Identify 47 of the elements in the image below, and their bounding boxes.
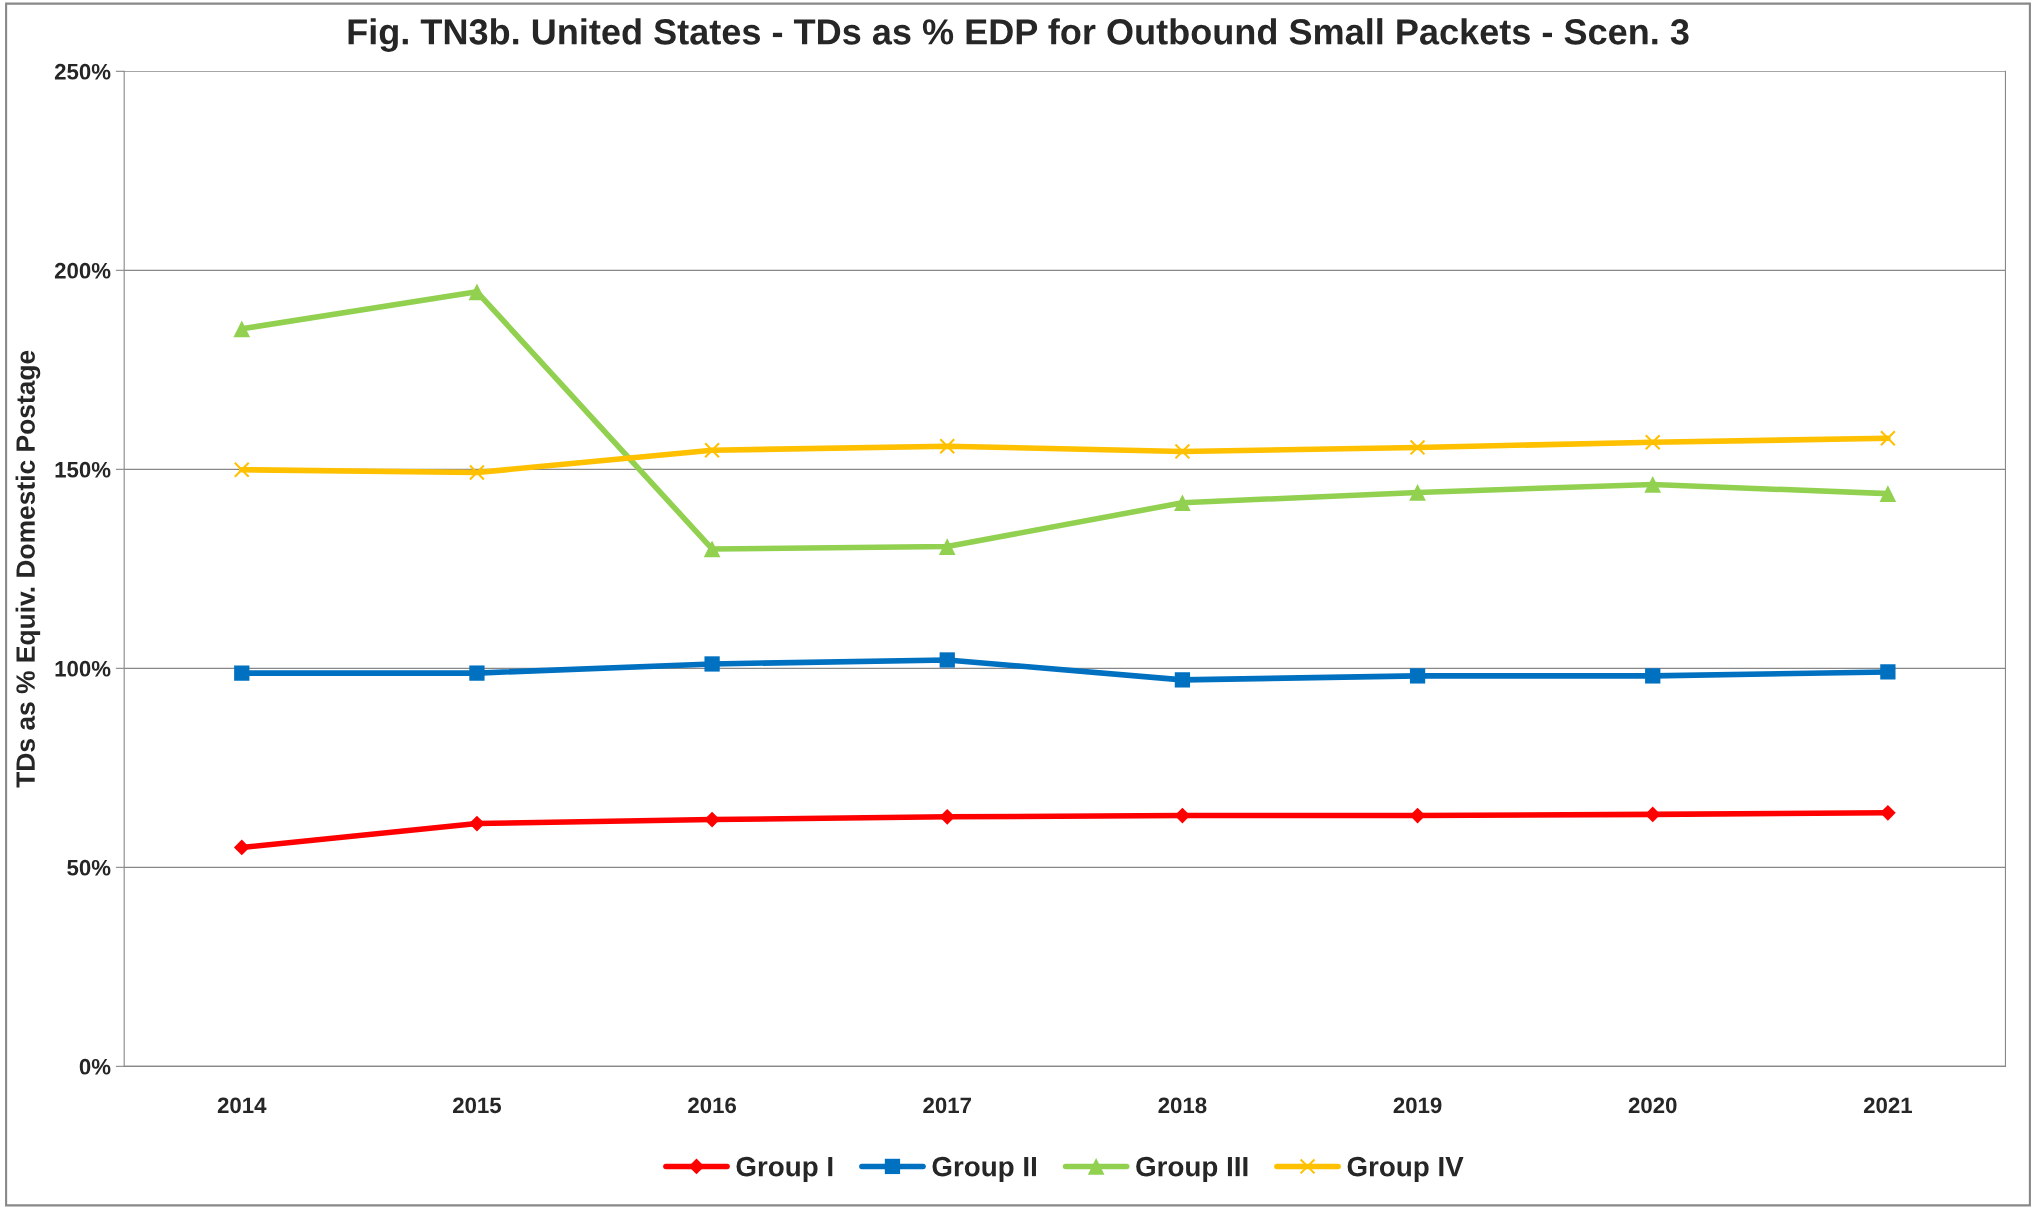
point: [938, 538, 956, 555]
point: [939, 438, 956, 455]
point: [1174, 672, 1191, 688]
point: [704, 442, 721, 459]
point: [1644, 476, 1662, 493]
y-tick-label: 0%: [79, 1058, 111, 1075]
x-tick-label: 2019: [1393, 1097, 1442, 1114]
point: [1409, 484, 1426, 501]
y-tick-label: 200%: [54, 262, 111, 279]
point: [939, 652, 955, 668]
x-tick-label: 2018: [1158, 1097, 1207, 1114]
y-tick-label: 250%: [54, 63, 111, 80]
point: [704, 811, 720, 828]
point: [704, 656, 720, 672]
point: [1409, 439, 1426, 456]
point: [703, 540, 721, 558]
chart-title: Fig. TN3b. United States - TDs as % EDP for Outbound Small Packets - Scen. 3: [348, 18, 1689, 52]
point: [233, 320, 251, 338]
x-tick-label: 2020: [1628, 1097, 1677, 1114]
x-tick-label: 2014: [217, 1097, 267, 1114]
point: [469, 665, 485, 681]
x-tick-label: 2021: [1863, 1097, 1912, 1114]
x-tick-label: 2016: [688, 1097, 737, 1114]
x-tick-label: 2017: [923, 1097, 971, 1114]
point: [1409, 668, 1426, 684]
point: [1644, 434, 1661, 451]
point: [1880, 804, 1896, 821]
point: [233, 461, 250, 478]
point: [1174, 443, 1191, 460]
y-axis-title: TDs as % Equiv. Domestic Postage: [15, 350, 41, 788]
x-tick-label: 2015: [452, 1097, 502, 1114]
legend-label: Group IV: [1347, 1156, 1464, 1182]
legend-label: Group III: [1136, 1156, 1248, 1182]
legend-label: Group I: [736, 1156, 833, 1182]
y-tick-label: 150%: [55, 461, 111, 478]
legend-label: Group II: [932, 1156, 1036, 1182]
point: [468, 464, 485, 481]
point: [1879, 485, 1897, 502]
point: [234, 665, 250, 681]
point: [1880, 664, 1896, 680]
point: [469, 815, 485, 832]
point: [1879, 430, 1896, 447]
point: [1645, 668, 1661, 684]
y-tick-label: 100%: [55, 660, 111, 677]
point: [1174, 494, 1191, 512]
point: [233, 839, 250, 856]
y-tick-label: 50%: [67, 859, 111, 876]
